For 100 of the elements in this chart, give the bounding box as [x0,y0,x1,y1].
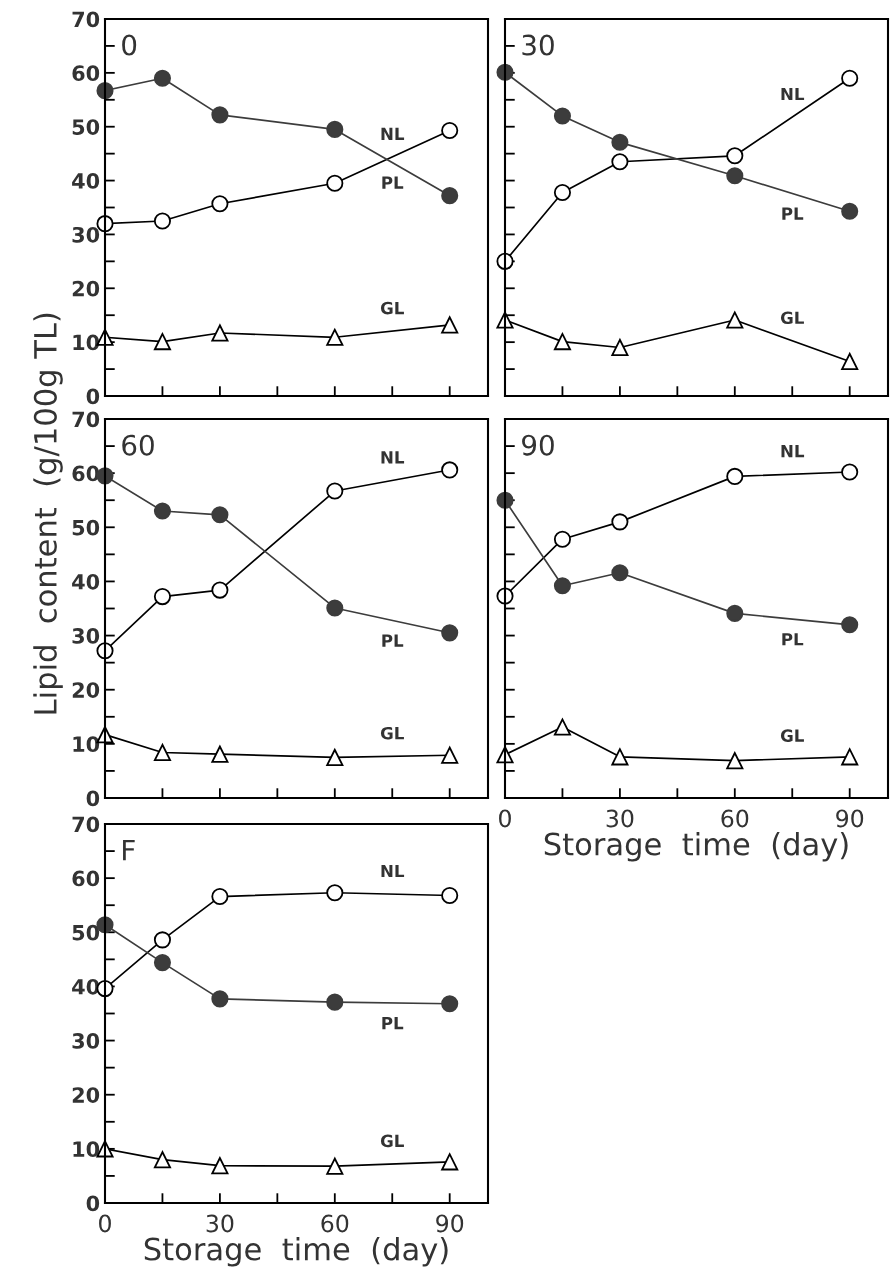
point [726,604,744,622]
series-label: PL [382,176,404,189]
series-label: PL [782,633,804,646]
point [553,718,571,736]
point [326,599,344,617]
point [841,202,859,220]
series-label: PL [382,634,404,647]
point [441,746,459,764]
y-tick-label: 70 [72,411,100,428]
x-tick-label: 90 [836,809,864,828]
point [441,624,459,642]
y-tick-label: 10 [73,736,100,753]
point [441,121,459,140]
series-label: NL [781,87,805,101]
point [211,1157,229,1175]
point [841,69,859,87]
point [441,886,459,905]
y-tick-label: 60 [72,65,100,82]
series-label: GL [780,729,804,742]
series-label: GL [380,301,404,315]
y-tick-label: 10 [73,334,100,351]
series-label: GL [780,311,804,325]
point [153,333,171,351]
point [841,352,859,371]
point [211,106,229,124]
point [211,888,229,906]
chart-title: 90 [522,434,554,456]
point [153,743,171,762]
y-tick-label: 30 [72,1033,100,1049]
y-tick-label: 70 [72,11,100,28]
y-tick-label: 50 [72,924,100,941]
chart-title: 0 [122,34,137,56]
y-tick-label: 50 [72,519,100,536]
point [153,502,171,520]
y-tick-label: 30 [72,226,100,243]
point [211,506,229,524]
series-label: NL [781,445,805,458]
point [441,187,459,205]
point [326,174,344,192]
point [153,1151,171,1169]
point [211,990,229,1008]
series-label: PL [782,207,804,220]
point [211,581,229,599]
point [326,748,344,766]
point [726,147,744,165]
point [153,69,171,87]
point [211,324,229,342]
y-tick-label: 0 [86,1195,100,1212]
point [153,931,171,949]
y-axis-title: Lipid content (g/100g TL) [33,313,63,714]
point [326,328,344,346]
x-axis-title: Storage time (day) [544,831,848,862]
point [553,577,571,595]
y-tick-label: 60 [72,870,100,887]
y-tick-label: 0 [86,790,100,807]
x-tick-label: 90 [436,1214,464,1233]
chart-title: 60 [122,434,154,456]
series-label: GL [380,726,404,740]
y-tick-label: 0 [86,388,100,405]
point [726,467,744,485]
y-tick-label: 40 [72,173,100,189]
y-tick-label: 70 [72,816,100,833]
y-tick-label: 40 [72,573,100,590]
point [611,513,629,531]
point [611,338,629,357]
series-label: GL [380,1134,404,1148]
y-tick-label: 20 [72,1087,100,1103]
x-tick-label: 60 [321,1214,349,1233]
point [841,616,859,634]
point [553,530,571,548]
y-tick-label: 30 [72,628,100,644]
point [211,745,229,763]
point [611,748,629,766]
chart-title: 30 [522,34,554,56]
point [326,482,344,500]
y-tick-label: 50 [72,119,100,135]
x-tick-label: 0 [499,809,511,828]
point [441,461,459,479]
point [326,993,344,1011]
point [726,752,744,770]
point [841,463,859,481]
point [441,316,459,334]
point [553,333,571,351]
point [211,195,229,213]
point [441,995,459,1013]
point [553,107,571,125]
point [326,120,344,138]
point [153,212,171,230]
point [611,133,629,151]
point [153,588,171,606]
point [153,954,171,972]
point [726,167,744,185]
series-label: NL [381,127,405,140]
point [326,884,344,902]
series-label: PL [382,1017,404,1030]
y-tick-label: 10 [73,1141,100,1158]
point [611,153,629,171]
x-tick-label: 60 [721,809,749,828]
x-tick-label: 30 [606,809,634,828]
x-axis-title: Storage time (day) [144,1236,448,1267]
